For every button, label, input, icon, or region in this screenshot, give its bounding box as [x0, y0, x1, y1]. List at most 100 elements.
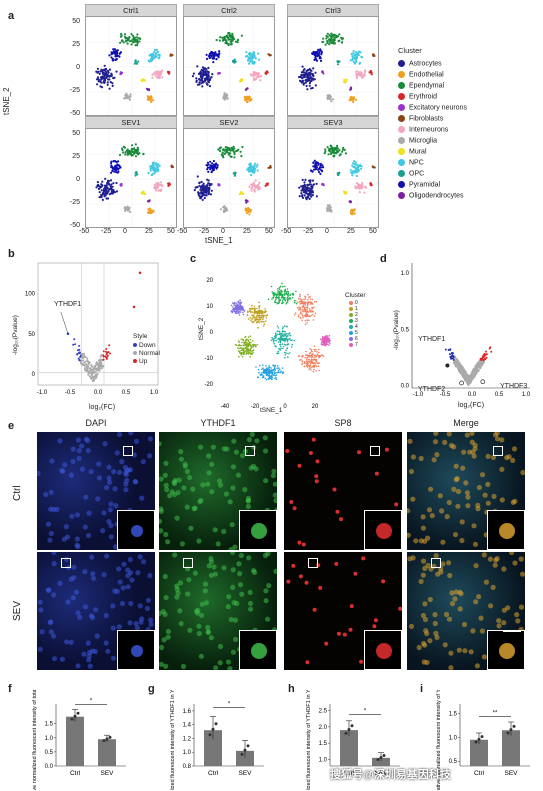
cell-nucleus: [164, 487, 170, 493]
volcano-point: [86, 357, 89, 360]
cell-nucleus: [71, 564, 77, 570]
tsne-point: [117, 160, 120, 163]
tsne-point: [96, 181, 99, 184]
volcano-point: [104, 355, 107, 358]
cell-nucleus: [112, 486, 118, 492]
y-tick-label: 10: [206, 304, 213, 310]
cell-nucleus: [37, 599, 43, 605]
tsne-point: [150, 173, 153, 177]
tsne-point: [285, 337, 288, 339]
volcano-point: [95, 362, 98, 365]
cell-nucleus: [215, 541, 221, 547]
tsne-point: [196, 83, 199, 86]
legend-swatch: [133, 351, 137, 356]
tsne-point: [254, 72, 257, 75]
legend-swatch: [349, 306, 353, 311]
ythdf1-point: [66, 332, 70, 336]
tsne-point: [207, 73, 210, 76]
tsne-point: [307, 304, 309, 306]
tsne-point: [270, 367, 272, 369]
data-point: [73, 714, 77, 718]
tsne-point: [246, 208, 249, 211]
tsne-point: [279, 368, 281, 371]
scale-bar: [503, 630, 521, 632]
tsne-point: [229, 38, 232, 41]
tsne-point: [147, 59, 150, 62]
tsne-point: [308, 368, 310, 371]
tsne-point: [245, 344, 248, 346]
tsne-point: [221, 36, 224, 39]
tsne-point: [222, 206, 225, 209]
tsne-point: [223, 209, 226, 212]
tsne-point: [277, 290, 279, 292]
cell-nucleus: [474, 663, 480, 669]
tsne-point: [246, 347, 249, 349]
tsne-point: [249, 54, 252, 57]
tsne-point: [245, 97, 248, 100]
tsne-point: [319, 338, 322, 340]
tsne-point: [134, 155, 138, 158]
panel-a-xlabel: tSNE_1: [205, 236, 233, 245]
cell-nucleus: [51, 506, 57, 513]
tsne-point: [357, 169, 360, 172]
x-tick-label: SEV: [374, 770, 388, 777]
tsne-point: [113, 191, 117, 194]
tsne-point: [240, 338, 242, 341]
cell-nucleus: [188, 525, 194, 531]
cell-nucleus: [187, 627, 193, 633]
cell-nucleus: [342, 632, 347, 637]
tsne-point: [236, 347, 239, 349]
tsne-point: [293, 301, 296, 304]
tsne-point: [126, 42, 129, 45]
cell-nucleus: [105, 648, 111, 654]
tsne-point: [312, 313, 314, 316]
cell-nucleus: [437, 493, 443, 499]
cell-nucleus: [518, 604, 525, 610]
tsne-point: [103, 69, 106, 72]
tsne-point: [206, 168, 209, 171]
tsne-point: [301, 313, 303, 315]
tsne-point: [103, 195, 106, 198]
tsne-point: [238, 341, 240, 344]
cell-nucleus: [171, 479, 177, 485]
cell-nucleus: [413, 538, 419, 544]
tsne-point: [277, 369, 280, 372]
tsne-point: [239, 306, 242, 309]
tsne-point: [283, 298, 286, 300]
cell-nucleus: [231, 438, 237, 444]
cell-nucleus: [137, 554, 143, 560]
tsne-point: [249, 97, 252, 100]
tsne-point: [333, 151, 336, 154]
tsne-point: [248, 56, 251, 59]
tsne-point: [277, 327, 280, 329]
tsne-point: [256, 318, 259, 320]
cell-nucleus: [92, 648, 98, 655]
zoomed-cell: [376, 643, 392, 659]
tsne-point: [281, 297, 283, 299]
volcano-point: [73, 338, 76, 341]
data-point: [477, 737, 481, 741]
tsne-point: [301, 189, 304, 192]
x-tick-label: 25: [347, 228, 355, 235]
tsne-point: [131, 41, 134, 44]
roi-box: [431, 558, 441, 568]
bar: [66, 716, 84, 766]
cell-nucleus: [485, 481, 491, 487]
tsne-point: [287, 297, 289, 299]
cell-nucleus: [73, 589, 80, 595]
cell-nucleus: [90, 575, 97, 581]
volcano-point: [108, 344, 111, 347]
tsne-point: [251, 170, 254, 173]
tsne-point: [215, 38, 218, 42]
tsne-point: [239, 150, 242, 153]
tsne-point: [239, 191, 242, 194]
cell-nucleus: [49, 458, 55, 464]
tsne-point: [265, 314, 268, 317]
tsne-point: [233, 152, 236, 156]
cell-nucleus: [359, 659, 364, 664]
x-tick-label: Ctrl: [474, 770, 485, 777]
cell-nucleus: [133, 438, 140, 444]
cell-nucleus: [48, 489, 54, 495]
cell-nucleus: [200, 482, 206, 488]
tsne-point: [151, 76, 154, 79]
